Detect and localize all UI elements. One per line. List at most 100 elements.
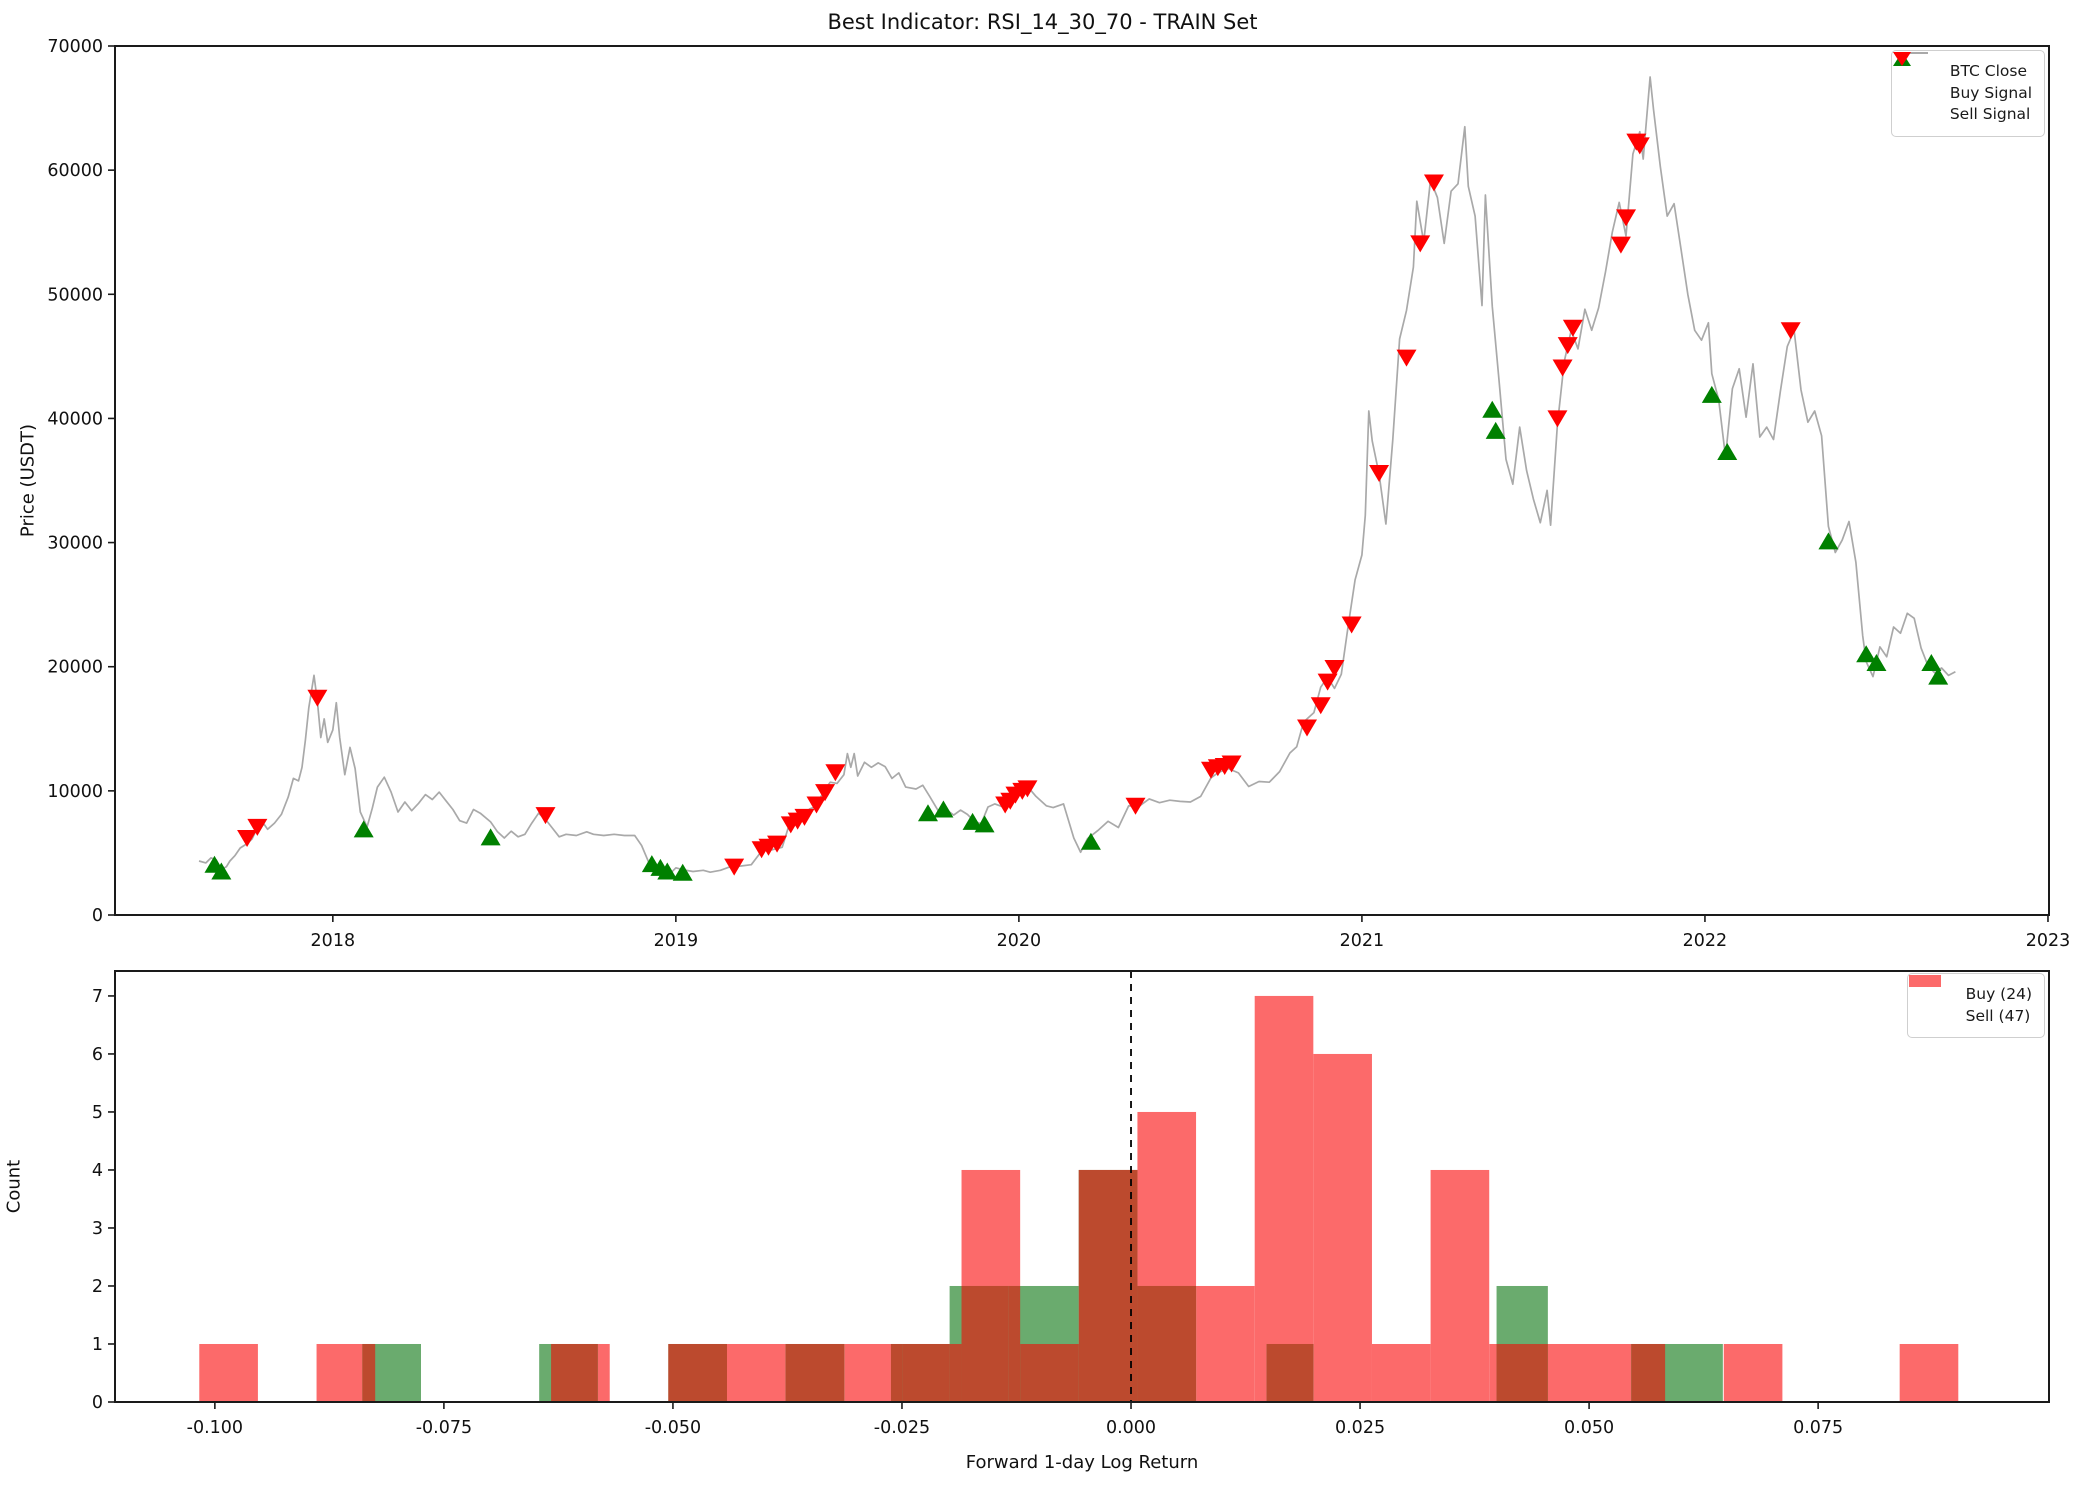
histogram-legend: Buy (24) Sell (47) xyxy=(1906,973,2045,1038)
overlap-histogram-bar xyxy=(961,1285,1009,1402)
sell-signal-marker xyxy=(1562,319,1583,337)
return-xtick-label: -0.025 xyxy=(874,1418,930,1438)
sell-signal-marker xyxy=(1552,359,1573,377)
buy-signal-marker xyxy=(1866,653,1887,671)
sell-signal-marker xyxy=(1221,755,1242,773)
buy-signal-marker xyxy=(480,828,501,846)
sell-signal-marker xyxy=(815,784,836,802)
price-xtick-label: 2023 xyxy=(2026,931,2071,951)
buy-signal-marker xyxy=(1717,442,1738,460)
sell-signal-marker xyxy=(1310,697,1331,715)
buy-signal-marker xyxy=(1080,832,1101,850)
sell-signal-marker xyxy=(1125,797,1146,815)
count-ytick-label: 4 xyxy=(92,1161,103,1181)
overlap-histogram-bar xyxy=(785,1343,845,1402)
return-xtick-label: 0.000 xyxy=(1106,1418,1156,1438)
count-ytick-label: 6 xyxy=(92,1045,103,1065)
legend-label: Buy (24) xyxy=(1965,985,2032,1003)
count-ytick-label: 7 xyxy=(92,987,103,1007)
sell-signal-marker xyxy=(767,835,788,853)
price-legend: BTC Close Buy Signal Sell Signal xyxy=(1890,50,2045,137)
overlap-histogram-bar xyxy=(1496,1343,1548,1402)
sell-signal-marker xyxy=(1017,780,1038,798)
overlap-histogram-bar xyxy=(668,1343,727,1402)
legend-label: Buy Signal xyxy=(1949,83,2032,102)
sell-signal-marker xyxy=(1547,410,1568,428)
sell-histogram-bar xyxy=(1313,1053,1372,1402)
legend-label: BTC Close xyxy=(1949,62,2027,80)
overlap-histogram-bar xyxy=(362,1343,376,1402)
return-xtick-label: 0.050 xyxy=(1564,1418,1614,1438)
overlap-histogram-bar xyxy=(551,1343,598,1402)
buy-signal-marker xyxy=(1482,400,1503,418)
return-xtick-label: -0.075 xyxy=(416,1418,472,1438)
sell-signal-marker xyxy=(825,764,846,782)
sell-signal-marker xyxy=(1396,349,1417,367)
chart-title: Best Indicator: RSI_14_30_70 - TRAIN Set xyxy=(827,10,1258,34)
overlap-histogram-bar xyxy=(1078,1169,1138,1402)
sell-signal-marker xyxy=(247,818,268,836)
price-ytick-label: 20000 xyxy=(47,658,103,678)
buy-signal-marker xyxy=(933,800,954,818)
price-ytick-label: 40000 xyxy=(47,409,103,429)
sell-histogram-bar xyxy=(1547,1343,1607,1402)
return-xtick-label: 0.025 xyxy=(1335,1418,1385,1438)
count-ytick-label: 1 xyxy=(92,1335,103,1355)
price-ytick-label: 60000 xyxy=(47,161,103,181)
price-ytick-label: 10000 xyxy=(47,782,103,802)
sell-signal-marker xyxy=(1610,236,1631,254)
price-xtick-label: 2021 xyxy=(1340,931,1385,951)
sell-signal-marker xyxy=(806,796,827,814)
price-ytick-label: 0 xyxy=(92,906,103,926)
histogram-plot-frame xyxy=(114,970,2050,1403)
sell-signal-marker xyxy=(724,858,745,876)
sell-signal-marker xyxy=(1410,235,1431,253)
buy-signal-marker xyxy=(974,815,995,833)
sell-histogram-bar xyxy=(1899,1343,1959,1402)
sell-signal-marker xyxy=(1341,616,1362,634)
count-ytick-label: 2 xyxy=(92,1277,103,1297)
legend-label: Sell (47) xyxy=(1965,1006,2031,1025)
overlap-histogram-bar xyxy=(1266,1343,1314,1402)
price-xtick-label: 2022 xyxy=(1683,931,1728,951)
legend-label: Sell Signal xyxy=(1949,105,2031,123)
return-xtick-label: -0.100 xyxy=(187,1418,243,1438)
sell-signal-marker xyxy=(1629,137,1650,155)
btc-close-line xyxy=(198,76,1956,876)
return-xtick-label: -0.050 xyxy=(645,1418,701,1438)
count-ytick-label: 3 xyxy=(92,1219,103,1239)
overlap-histogram-bar xyxy=(1631,1343,1666,1402)
overlap-histogram-bar xyxy=(1020,1343,1079,1402)
sell-histogram-bar xyxy=(1254,995,1314,1402)
sell-histogram-bar xyxy=(1723,1343,1783,1402)
sell-histogram-bar xyxy=(1196,1285,1255,1402)
overlap-histogram-bar xyxy=(890,1343,903,1402)
sell-signal-marker xyxy=(1297,719,1318,737)
sell-signal-marker xyxy=(1780,322,1801,340)
sell-histogram-bar xyxy=(1371,1343,1431,1402)
legend-item-sell-count: Sell (47) xyxy=(1908,975,2032,1025)
buy-signal-marker xyxy=(672,863,693,881)
sell-histogram-bar xyxy=(726,1343,786,1402)
buy-signal-marker xyxy=(962,812,983,830)
sell-signal-marker xyxy=(1616,209,1637,227)
buy-signal-marker xyxy=(1856,645,1877,663)
sell-signal-marker xyxy=(1557,337,1578,355)
price-xtick-label: 2019 xyxy=(654,931,699,951)
buy-signal-marker xyxy=(657,862,678,880)
price-ytick-label: 30000 xyxy=(47,534,103,554)
sell-signal-marker xyxy=(237,830,258,848)
price-plot-frame xyxy=(114,45,2050,916)
legend-item-buy-count: Buy (24) xyxy=(1908,975,2032,1003)
overlap-histogram-bar xyxy=(902,1343,950,1402)
sell-signal-marker xyxy=(794,808,815,826)
legend-item-sell-signal: Sell Signal xyxy=(1892,52,2032,123)
price-xtick-label: 2018 xyxy=(311,931,356,951)
overlap-histogram-bar xyxy=(1137,1285,1197,1402)
price-ytick-label: 70000 xyxy=(47,37,103,57)
sell-signal-marker xyxy=(307,689,328,707)
sell-signal-marker xyxy=(1369,465,1390,483)
buy-signal-marker xyxy=(917,804,938,822)
